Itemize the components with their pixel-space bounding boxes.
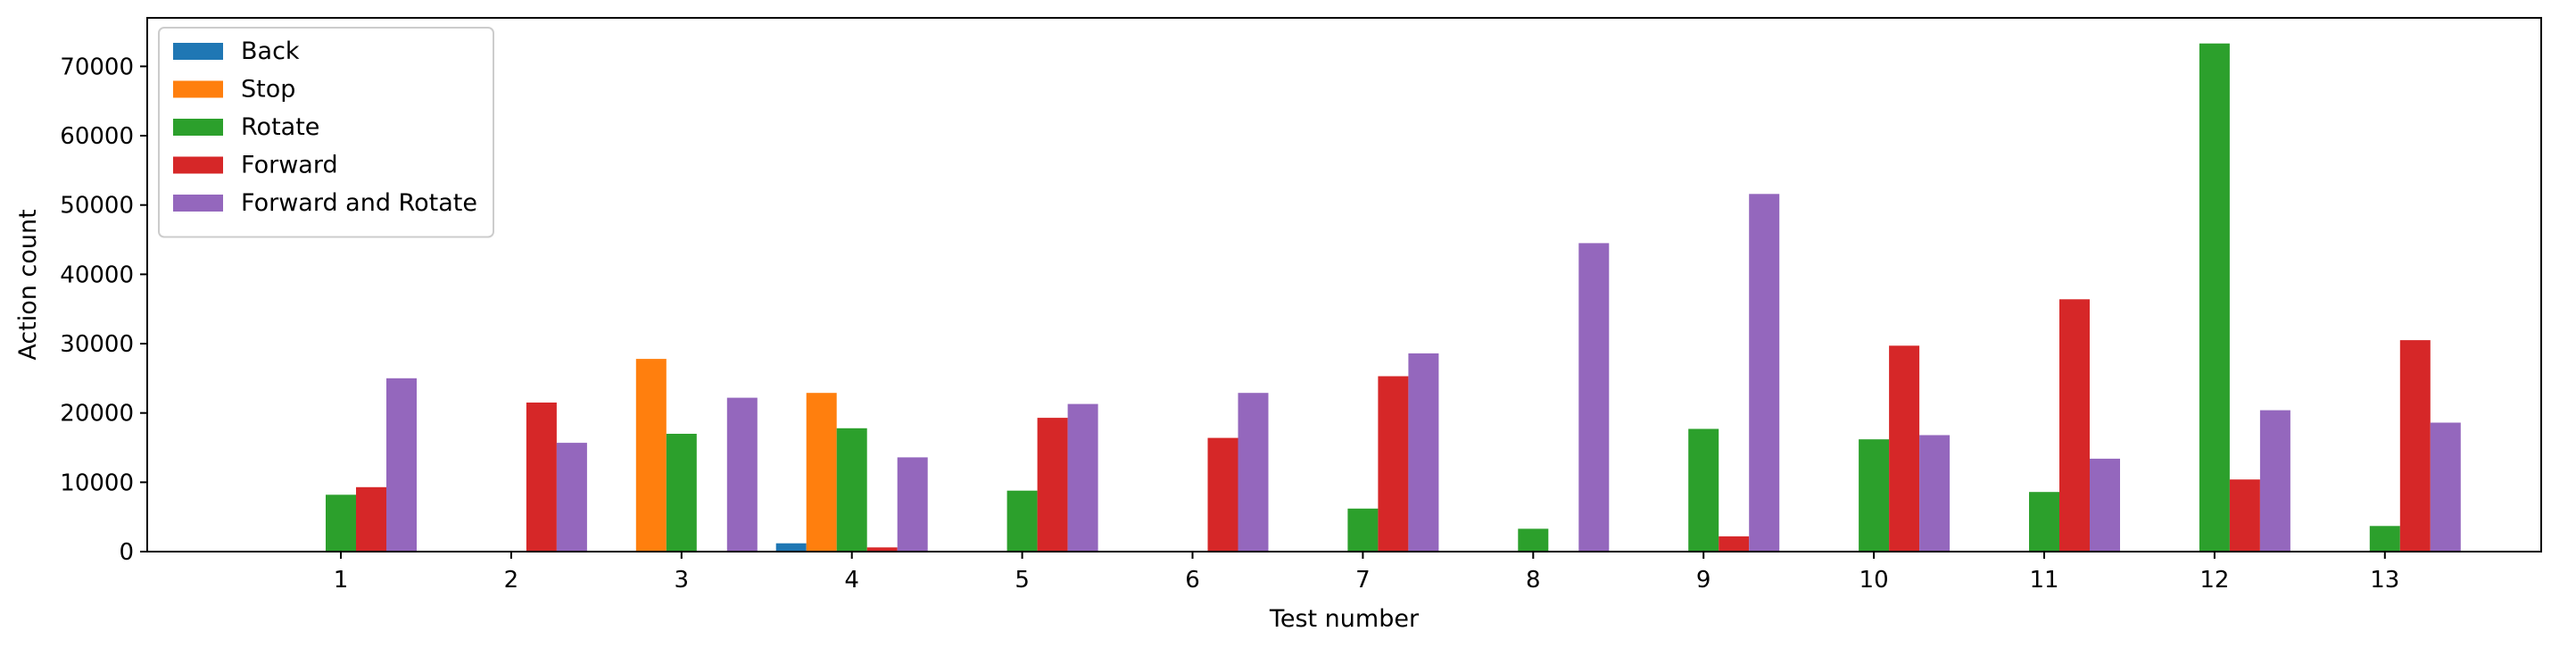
x-axis: 1 2 3 4 5 6 7 8 9 10 11 12 13: [334, 552, 2399, 594]
legend-swatch: [173, 119, 223, 136]
bar-forward-test-4: [866, 547, 898, 552]
y-tick-label: 10000: [60, 469, 134, 496]
bar-forward-and-rotate-test-10: [1919, 435, 1951, 552]
bar-forward-test-2: [526, 403, 557, 552]
bar-forward-and-rotate-test-7: [1408, 353, 1439, 552]
y-tick-label: 0: [119, 539, 134, 566]
x-tick-label: 8: [1526, 567, 1541, 594]
bar-back-test-4: [775, 543, 807, 552]
x-tick-label: 13: [2370, 567, 2399, 594]
bar-stop-test-4: [806, 393, 837, 552]
x-tick-label: 10: [1860, 567, 1889, 594]
legend-label: Forward and Rotate: [241, 189, 477, 217]
legend-label: Forward: [241, 152, 338, 179]
bar-forward-and-rotate-test-9: [1749, 194, 1780, 552]
x-tick-label: 11: [2029, 567, 2058, 594]
bar-forward-test-7: [1378, 376, 1409, 552]
legend-box: [158, 27, 494, 238]
bar-forward-and-rotate-test-3: [726, 397, 758, 552]
bar-forward-test-6: [1207, 437, 1238, 552]
bars-group: [326, 43, 2461, 552]
legend-swatch: [173, 195, 223, 212]
bar-forward-test-5: [1037, 418, 1068, 552]
bar-forward-and-rotate-test-8: [1578, 243, 1610, 552]
bar-forward-and-rotate-test-1: [386, 378, 417, 552]
y-axis: 0 10000 20000 30000 40000 50000 60000 70000: [60, 54, 147, 566]
bar-forward-and-rotate-test-5: [1067, 403, 1098, 552]
bar-forward-and-rotate-test-12: [2259, 410, 2290, 552]
x-tick-label: 6: [1185, 567, 1200, 594]
x-tick-label: 1: [334, 567, 349, 594]
legend-label: Stop: [241, 76, 295, 104]
x-axis-label: Test number: [1269, 605, 1420, 633]
bar-rotate-test-11: [2029, 492, 2059, 552]
x-tick-label: 9: [1696, 567, 1711, 594]
bar-forward-test-1: [356, 486, 386, 552]
legend: Back Stop Rotate Forward Forward and Rotate: [158, 27, 494, 238]
bar-rotate-test-5: [1006, 490, 1038, 552]
bar-rotate-test-8: [1518, 528, 1549, 552]
y-tick-label: 30000: [60, 331, 134, 358]
bar-rotate-test-9: [1688, 428, 1719, 552]
bar-forward-test-12: [2229, 479, 2260, 552]
bar-forward-test-13: [2399, 340, 2431, 552]
y-tick-label: 60000: [60, 123, 134, 150]
y-tick-label: 40000: [60, 262, 134, 288]
bar-rotate-test-13: [2369, 526, 2400, 552]
x-tick-label: 2: [504, 567, 519, 594]
y-tick-label: 50000: [60, 193, 134, 220]
x-tick-label: 12: [2199, 567, 2229, 594]
bar-forward-test-10: [1889, 345, 1920, 552]
bar-rotate-test-7: [1347, 508, 1379, 552]
y-tick-label: 70000: [60, 54, 134, 80]
bar-rotate-test-1: [326, 494, 356, 552]
x-tick-label: 3: [675, 567, 690, 594]
plot-frame: [146, 17, 2542, 552]
bar-forward-test-11: [2059, 299, 2090, 552]
bar-rotate-test-12: [2199, 43, 2230, 552]
legend-swatch: [173, 80, 223, 98]
bar-rotate-test-4: [836, 428, 867, 552]
bar-forward-and-rotate-test-13: [2430, 422, 2461, 552]
bar-rotate-test-3: [666, 434, 697, 552]
x-tick-label: 5: [1015, 567, 1030, 594]
y-tick-label: 20000: [60, 401, 134, 428]
bar-forward-and-rotate-test-6: [1238, 393, 1269, 552]
legend-swatch: [173, 43, 223, 60]
x-tick-label: 4: [844, 567, 859, 594]
y-axis-label: Action count: [14, 209, 42, 360]
bar-forward-and-rotate-test-2: [556, 443, 587, 552]
legend-label: Back: [241, 37, 300, 65]
bar-forward-test-9: [1719, 536, 1750, 552]
x-tick-label: 7: [1355, 567, 1371, 594]
legend-label: Rotate: [241, 113, 319, 141]
legend-swatch: [173, 156, 223, 174]
bar-forward-and-rotate-test-11: [2090, 458, 2120, 552]
bar-stop-test-3: [635, 359, 667, 552]
bar-forward-and-rotate-test-4: [897, 457, 928, 552]
bar-rotate-test-10: [1859, 439, 1890, 552]
